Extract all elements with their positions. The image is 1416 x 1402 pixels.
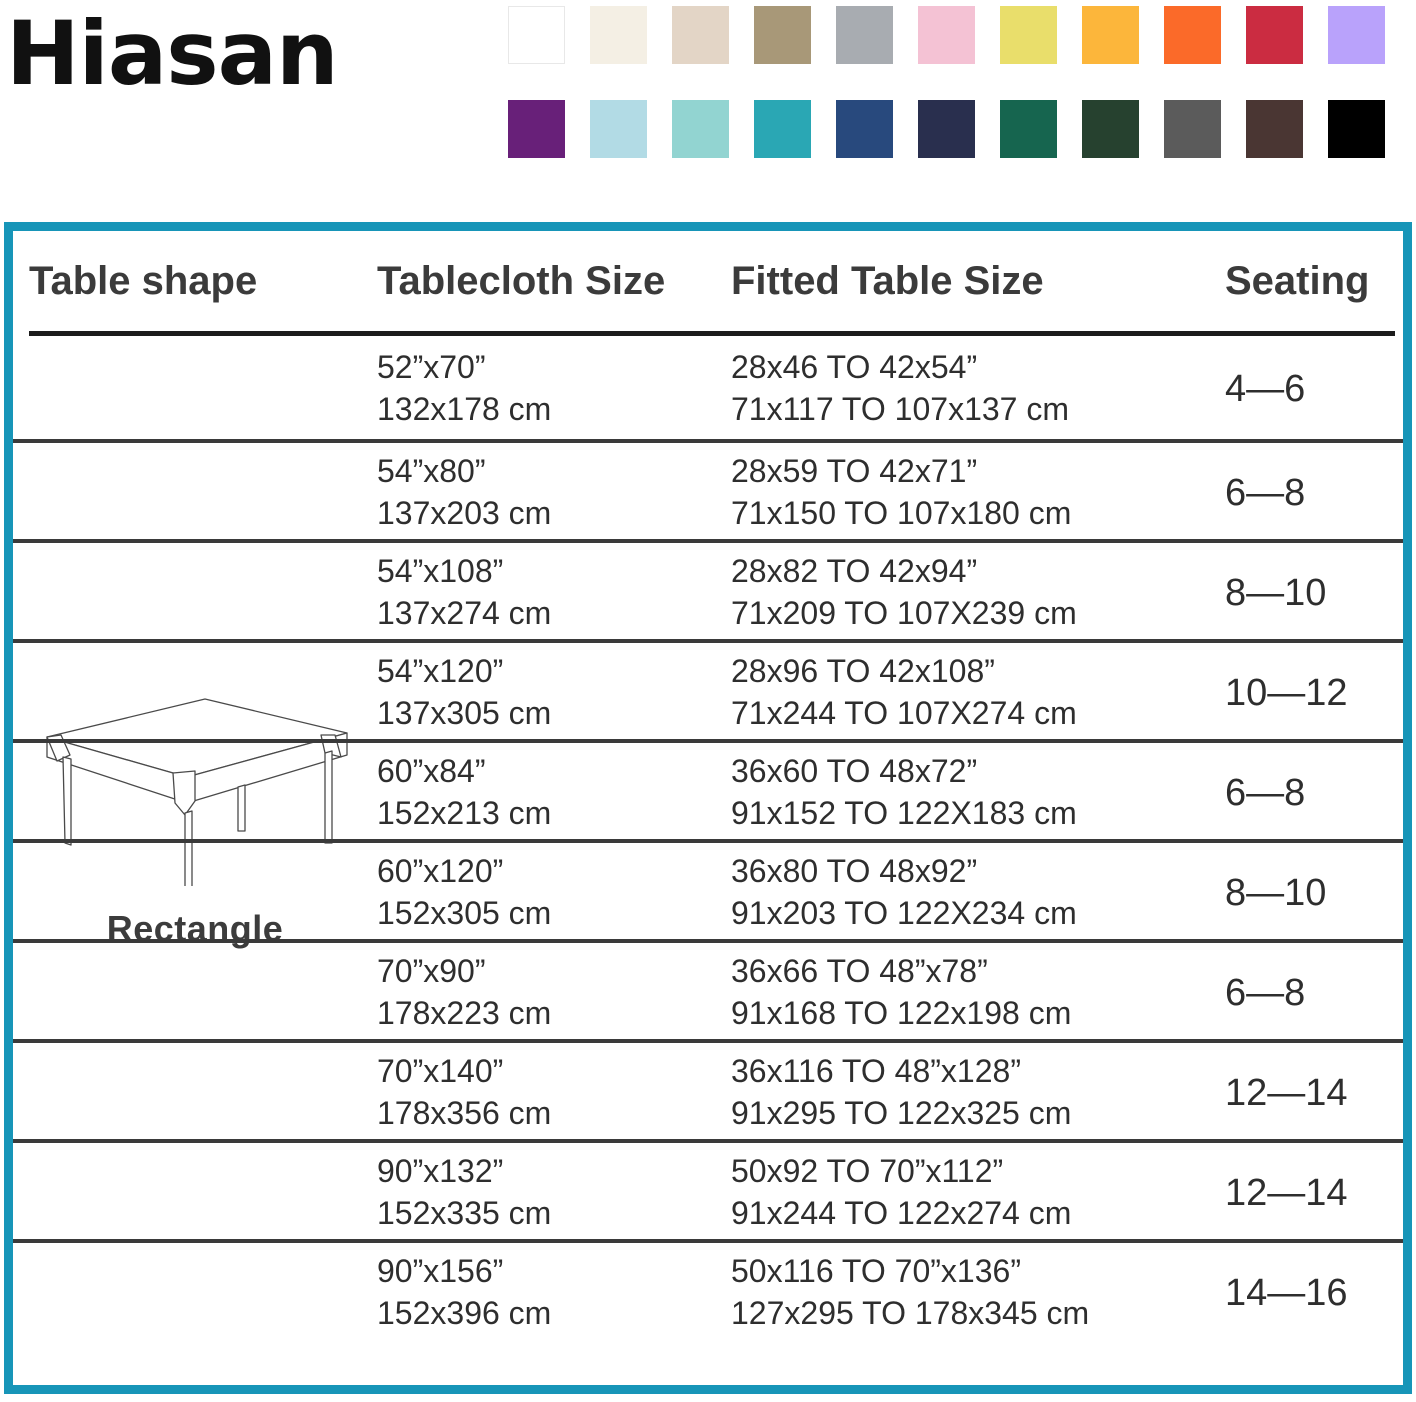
color-swatch-purple[interactable] [508, 100, 565, 158]
color-swatch-emerald[interactable] [1000, 100, 1057, 158]
column-header-tablecloth-size: Tablecloth Size [377, 259, 666, 303]
color-swatch-row-2 [508, 100, 1410, 158]
color-swatch-light-blue[interactable] [590, 100, 647, 158]
cell-fitted-table-size: 36x66 TO 48”x78” 91x168 TO 122x198 cm [731, 953, 1072, 1031]
table-row: 70”x140” 178x356 cm 36x116 TO 48”x128” 91x2… [13, 1039, 1403, 1139]
cell-fitted-table-size: 50x116 TO 70”x136” 127x295 TO 178x345 cm [731, 1253, 1090, 1331]
cell-fitted-table-size: 28x59 TO 42x71” 71x150 TO 107x180 cm [731, 453, 1072, 531]
color-swatch-dark-navy[interactable] [918, 100, 975, 158]
color-swatch-pink[interactable] [918, 6, 975, 64]
table-row: 70”x90” 178x223 cm 36x66 TO 48”x78” 91x168 … [13, 939, 1403, 1039]
cell-seating: 14—16 [1225, 1272, 1348, 1314]
color-swatch-charcoal-grey[interactable] [1164, 100, 1221, 158]
table-row: 60”x84” 152x213 cm 36x60 TO 48x72” 91x152 T… [13, 739, 1403, 839]
color-swatch-yellow[interactable] [1000, 6, 1057, 64]
cell-fitted-table-size: 28x46 TO 42x54” 71x117 TO 107x137 cm [731, 349, 1069, 427]
column-header-table-shape: Table shape [29, 259, 258, 303]
color-swatch-black[interactable] [1328, 100, 1385, 158]
color-swatch-ivory[interactable] [590, 6, 647, 64]
color-swatch-hunter-green[interactable] [1082, 100, 1139, 158]
cell-tablecloth-size: 54”x120” 137x305 cm [377, 653, 552, 731]
cell-tablecloth-size: 52”x70” 132x178 cm [377, 349, 552, 427]
cell-fitted-table-size: 36x60 TO 48x72” 91x152 TO 122X183 cm [731, 753, 1077, 831]
color-swatch-dark-brown[interactable] [1246, 100, 1303, 158]
cell-seating: 6—8 [1225, 972, 1306, 1014]
color-swatch-lavender[interactable] [1328, 6, 1385, 64]
color-swatch-teal[interactable] [754, 100, 811, 158]
cell-tablecloth-size: 54”x108” 137x274 cm [377, 553, 552, 631]
cell-tablecloth-size: 54”x80” 137x203 cm [377, 453, 552, 531]
size-chart-card: Table shape Tablecloth Size Fitted Table… [4, 222, 1412, 1394]
color-swatch-aqua[interactable] [672, 100, 729, 158]
color-swatch-beige[interactable] [672, 6, 729, 64]
color-swatch-row-1 [508, 6, 1410, 64]
color-swatch-red[interactable] [1246, 6, 1303, 64]
table-row: 54”x120” 137x305 cm 28x96 TO 42x108” 71x244… [13, 639, 1403, 739]
cell-tablecloth-size: 60”x120” 152x305 cm [377, 853, 552, 931]
column-header-seating: Seating [1225, 259, 1370, 303]
column-header-fitted-table-size: Fitted Table Size [731, 259, 1044, 303]
cell-fitted-table-size: 36x80 TO 48x92” 91x203 TO 122X234 cm [731, 853, 1077, 931]
cell-seating: 12—14 [1225, 1172, 1348, 1214]
cell-tablecloth-size: 90”x132” 152x335 cm [377, 1153, 552, 1231]
cell-fitted-table-size: 36x116 TO 48”x128” 91x295 TO 122x325 cm [731, 1053, 1072, 1131]
cell-fitted-table-size: 50x92 TO 70”x112” 91x244 TO 122x274 cm [731, 1153, 1072, 1231]
color-swatch-grey[interactable] [836, 6, 893, 64]
cell-tablecloth-size: 90”x156” 152x396 cm [377, 1253, 552, 1331]
color-swatch-gold[interactable] [1082, 6, 1139, 64]
table-row: 60”x120” 152x305 cm 36x80 TO 48x92” 91x203 … [13, 839, 1403, 939]
cell-seating: 4—6 [1225, 368, 1306, 410]
size-rows: 52”x70” 132x178 cm 28x46 TO 42x54” 71x117 T… [13, 339, 1403, 1339]
cell-fitted-table-size: 28x82 TO 42x94” 71x209 TO 107X239 cm [731, 553, 1077, 631]
table-header-row: Table shape Tablecloth Size Fitted Table… [13, 231, 1403, 307]
cell-seating: 8—10 [1225, 872, 1327, 914]
color-swatch-taupe[interactable] [754, 6, 811, 64]
table-row: 52”x70” 132x178 cm 28x46 TO 42x54” 71x117 T… [13, 339, 1403, 439]
table-row: 54”x108” 137x274 cm 28x82 TO 42x94” 71x209 … [13, 539, 1403, 639]
brand-header: Hiasan [0, 0, 1416, 205]
cell-seating: 12—14 [1225, 1072, 1348, 1114]
cell-seating: 8—10 [1225, 572, 1327, 614]
header-divider [29, 331, 1395, 336]
cell-tablecloth-size: 60”x84” 152x213 cm [377, 753, 552, 831]
cell-seating: 6—8 [1225, 772, 1306, 814]
color-swatch-white[interactable] [508, 6, 565, 64]
table-row: 90”x132” 152x335 cm 50x92 TO 70”x112” 91x24… [13, 1139, 1403, 1239]
table-row: 54”x80” 137x203 cm 28x59 TO 42x71” 71x150 T… [13, 439, 1403, 539]
table-row: 90”x156” 152x396 cm 50x116 TO 70”x136” 127x… [13, 1239, 1403, 1339]
cell-tablecloth-size: 70”x140” 178x356 cm [377, 1053, 552, 1131]
color-swatch-orange[interactable] [1164, 6, 1221, 64]
rectangle-table-icon [46, 698, 348, 886]
cell-fitted-table-size: 28x96 TO 42x108” 71x244 TO 107X274 cm [731, 653, 1077, 731]
brand-logo: Hiasan [6, 2, 339, 105]
color-swatch-navy-blue[interactable] [836, 100, 893, 158]
cell-tablecloth-size: 70”x90” 178x223 cm [377, 953, 552, 1031]
cell-seating: 6—8 [1225, 472, 1306, 514]
color-swatch-grid [508, 6, 1410, 194]
cell-seating: 10—12 [1225, 672, 1348, 714]
